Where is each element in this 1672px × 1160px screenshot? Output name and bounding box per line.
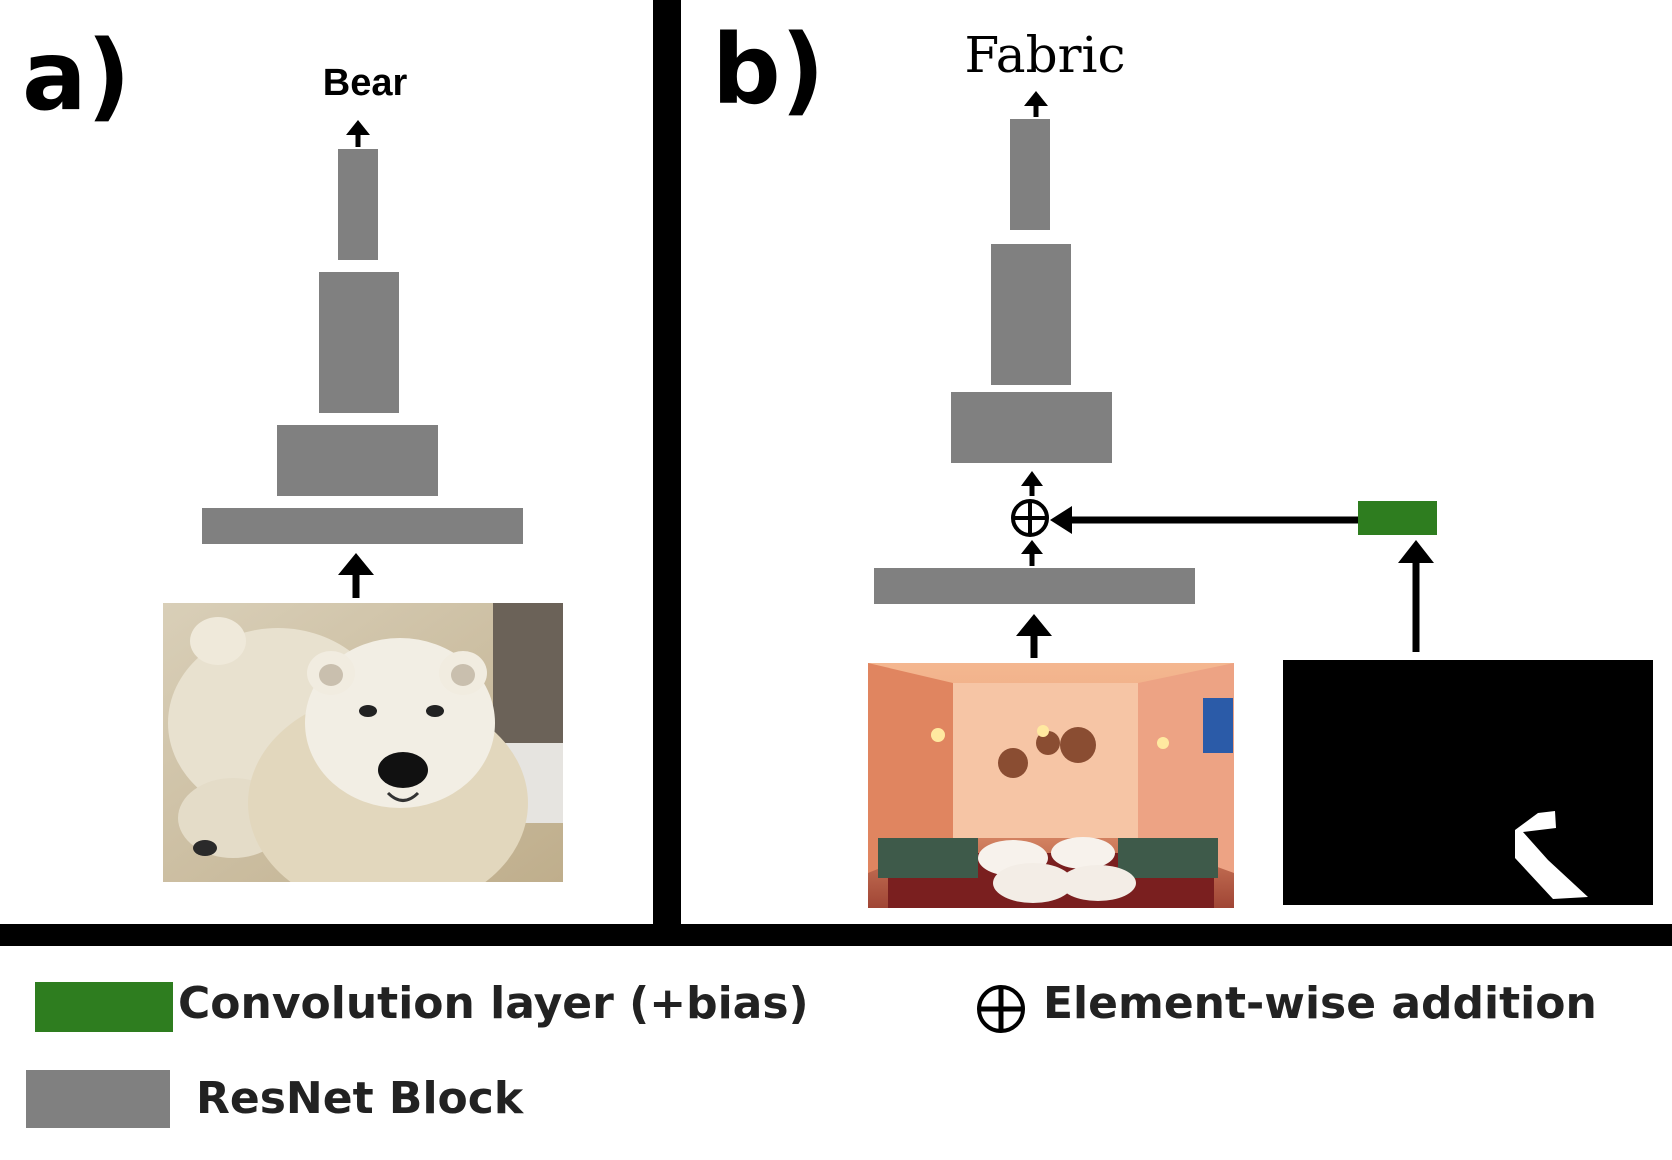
legend-conv-swatch xyxy=(35,982,173,1032)
vertical-divider xyxy=(653,0,681,924)
output-label-fabric: Fabric xyxy=(964,26,1126,84)
panel-b-label: b) xyxy=(712,14,825,126)
arrow-up-icon xyxy=(338,553,374,598)
arrow-up-icon xyxy=(346,120,370,147)
resnet-block-b-3 xyxy=(991,244,1071,385)
arrow-up-icon xyxy=(1016,614,1052,658)
polar-bear-photo xyxy=(163,603,563,882)
arrow-up-icon xyxy=(1024,91,1048,117)
plus-circle-icon xyxy=(1011,499,1049,537)
resnet-block-a-4 xyxy=(338,149,378,260)
legend-resnet-label: ResNet Block xyxy=(196,1073,524,1124)
arrow-up-icon xyxy=(1021,471,1043,496)
output-label-bear: Bear xyxy=(322,62,408,104)
horizontal-divider xyxy=(0,924,1672,946)
resnet-block-a-2 xyxy=(277,425,438,496)
conv-layer-block xyxy=(1358,501,1437,535)
resnet-block-b-4 xyxy=(1010,119,1050,230)
plus-circle-icon xyxy=(977,985,1025,1033)
resnet-block-b-1 xyxy=(874,568,1195,604)
resnet-block-b-2 xyxy=(951,392,1112,463)
resnet-block-a-3 xyxy=(319,272,399,413)
arrow-up-icon xyxy=(1398,540,1434,652)
arrow-left-icon xyxy=(1050,506,1358,534)
segmentation-mask xyxy=(1283,660,1653,905)
legend-add-label: Element-wise addition xyxy=(1043,978,1597,1029)
legend-resnet-swatch xyxy=(26,1070,170,1128)
arrow-up-icon xyxy=(1021,540,1043,566)
legend-conv-label: Convolution layer (+bias) xyxy=(178,978,809,1029)
restaurant-interior-photo xyxy=(868,663,1234,908)
panel-a-label: a) xyxy=(22,20,131,132)
resnet-block-a-1 xyxy=(202,508,523,544)
